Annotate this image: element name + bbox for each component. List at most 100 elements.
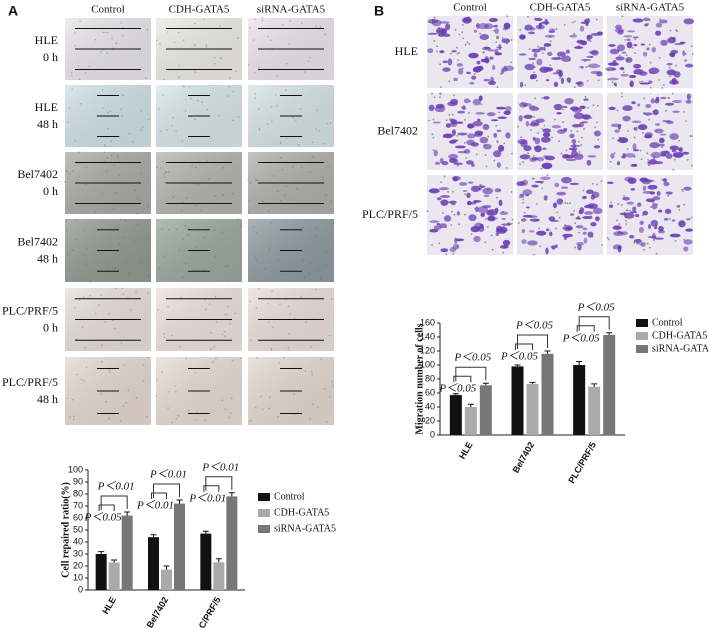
cell-speck bbox=[136, 212, 139, 215]
pore bbox=[616, 109, 619, 112]
cell-speck bbox=[81, 326, 84, 328]
y-tick-label: 100 bbox=[420, 359, 435, 369]
cell-speck bbox=[183, 85, 186, 88]
stained-cell bbox=[672, 110, 680, 113]
pore bbox=[642, 131, 644, 134]
cell-speck bbox=[71, 88, 73, 91]
cell-speck bbox=[229, 77, 231, 79]
pore bbox=[505, 166, 508, 169]
row-label: PLC/PRF/5 bbox=[2, 375, 58, 389]
pore bbox=[668, 96, 670, 99]
stained-cell bbox=[553, 81, 559, 88]
cell-speck bbox=[161, 228, 163, 230]
pore bbox=[564, 202, 567, 204]
cell-speck bbox=[315, 226, 318, 229]
cell-speck bbox=[85, 183, 87, 186]
stained-cell bbox=[531, 184, 539, 188]
stained-cell bbox=[521, 228, 525, 234]
cell-speck bbox=[224, 408, 227, 410]
stained-cell bbox=[468, 214, 477, 222]
stained-cell bbox=[633, 238, 642, 243]
pore bbox=[691, 135, 694, 138]
bar bbox=[573, 365, 586, 435]
pore bbox=[615, 84, 618, 87]
cell-speck bbox=[250, 339, 252, 342]
stained-cell bbox=[451, 139, 459, 142]
pore bbox=[428, 119, 430, 122]
stained-cell bbox=[632, 143, 637, 151]
pore bbox=[517, 125, 519, 128]
pore bbox=[587, 107, 590, 109]
cell-speck bbox=[86, 248, 88, 250]
pore bbox=[510, 191, 513, 193]
pore bbox=[627, 129, 630, 132]
cell-speck bbox=[146, 28, 148, 31]
cell-speck bbox=[289, 20, 292, 23]
cell-speck bbox=[254, 92, 257, 95]
pore bbox=[589, 40, 592, 42]
stained-cell bbox=[596, 31, 604, 36]
error-bar bbox=[591, 383, 598, 387]
pore bbox=[462, 37, 464, 40]
cell-speck bbox=[122, 293, 124, 295]
cell-speck bbox=[178, 248, 181, 251]
cell-speck bbox=[188, 409, 190, 412]
pore bbox=[584, 60, 587, 63]
pore bbox=[458, 51, 461, 54]
stained-cell bbox=[658, 209, 663, 213]
pore bbox=[601, 244, 604, 246]
stained-cell bbox=[489, 56, 494, 60]
cell-speck bbox=[144, 77, 147, 79]
stained-cell bbox=[669, 145, 679, 151]
stained-cell bbox=[640, 43, 645, 46]
pore bbox=[606, 237, 609, 239]
cell-speck bbox=[106, 127, 109, 130]
x-tick-label: Bel7402 bbox=[511, 440, 537, 474]
cell-speck bbox=[289, 313, 291, 315]
pore bbox=[629, 83, 632, 86]
stained-cell bbox=[542, 147, 547, 151]
bracket bbox=[151, 492, 167, 499]
pore bbox=[479, 32, 482, 35]
cell-speck bbox=[232, 90, 235, 93]
cell-speck bbox=[240, 357, 242, 359]
stained-cell bbox=[494, 52, 503, 56]
pore bbox=[653, 157, 655, 160]
stained-cell bbox=[620, 231, 628, 236]
cell-speck bbox=[261, 200, 264, 203]
pore bbox=[493, 29, 496, 32]
pore bbox=[621, 203, 623, 206]
pore bbox=[495, 24, 498, 27]
cell-speck bbox=[106, 156, 109, 159]
stained-cell bbox=[498, 199, 503, 207]
pore bbox=[456, 134, 459, 137]
cell-speck bbox=[321, 176, 324, 179]
stained-cell bbox=[658, 137, 665, 144]
cell-speck bbox=[89, 281, 92, 283]
cell-speck bbox=[315, 128, 317, 130]
pore bbox=[653, 155, 656, 158]
cell-speck bbox=[158, 267, 161, 270]
cell-speck bbox=[280, 142, 282, 145]
cell-speck bbox=[178, 64, 181, 67]
cell-speck bbox=[78, 298, 81, 301]
stained-cell bbox=[654, 123, 661, 126]
stained-cell bbox=[663, 218, 669, 221]
pore bbox=[519, 28, 522, 31]
significance-label: P＜0.05 bbox=[84, 512, 122, 524]
stained-cell bbox=[678, 220, 686, 228]
stained-cell bbox=[633, 63, 642, 69]
pore bbox=[510, 39, 513, 41]
pore bbox=[643, 97, 646, 100]
cell-speck bbox=[299, 108, 302, 110]
stained-cell bbox=[545, 79, 550, 82]
stained-cell bbox=[620, 73, 629, 77]
stained-cell bbox=[503, 22, 511, 30]
stained-cell bbox=[501, 38, 511, 44]
pore bbox=[473, 73, 476, 75]
pore bbox=[445, 119, 448, 122]
stained-cell bbox=[582, 227, 588, 231]
pore bbox=[578, 44, 580, 47]
pore bbox=[448, 114, 451, 116]
bracket bbox=[453, 375, 472, 383]
